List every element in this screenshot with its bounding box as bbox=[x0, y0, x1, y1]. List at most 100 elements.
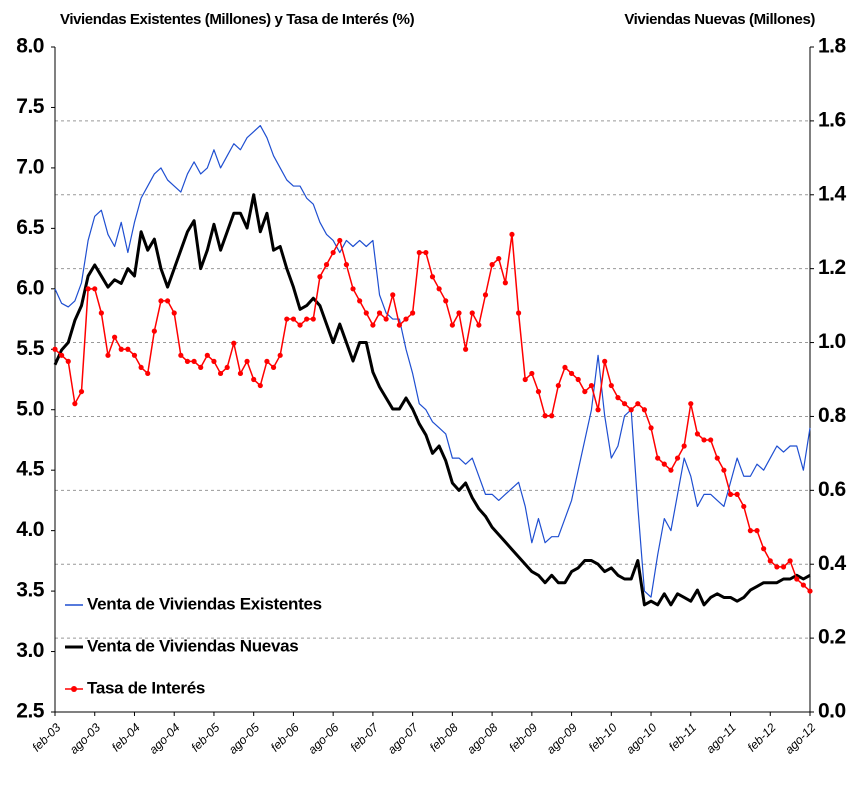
data-point bbox=[237, 370, 244, 377]
y2-tick-label: 0.6 bbox=[818, 478, 846, 501]
data-point bbox=[774, 564, 780, 570]
data-point bbox=[357, 298, 363, 304]
data-point bbox=[761, 546, 767, 552]
data-point bbox=[416, 249, 422, 256]
data-point bbox=[323, 262, 330, 268]
y-tick-label: 5.0 bbox=[16, 397, 44, 420]
data-point bbox=[204, 352, 210, 358]
y-tick-label: 3.0 bbox=[16, 639, 44, 662]
data-point bbox=[396, 322, 402, 328]
data-point bbox=[482, 292, 489, 298]
data-point bbox=[198, 364, 204, 371]
series-line bbox=[53, 193, 811, 607]
y2-tick-label: 1.2 bbox=[818, 256, 846, 279]
data-point bbox=[370, 322, 376, 328]
data-point bbox=[681, 443, 687, 449]
data-point bbox=[251, 376, 257, 383]
data-point bbox=[767, 558, 773, 564]
data-point bbox=[410, 310, 416, 316]
data-point bbox=[608, 382, 614, 389]
left-axis-title: Viviendas Existentes (Millones) y Tasa d… bbox=[60, 11, 415, 28]
y-tick-label: 6.5 bbox=[16, 216, 45, 239]
data-point bbox=[52, 346, 58, 352]
data-point bbox=[429, 274, 436, 280]
data-point bbox=[449, 322, 455, 328]
data-point bbox=[343, 262, 350, 268]
y2-tick-label: 0.0 bbox=[818, 700, 846, 723]
y2-tick-label: 0.8 bbox=[818, 404, 847, 427]
data-point bbox=[350, 286, 356, 292]
data-point bbox=[297, 322, 303, 328]
data-point bbox=[575, 376, 581, 383]
data-point bbox=[515, 310, 522, 316]
data-point bbox=[807, 588, 813, 594]
data-point bbox=[747, 528, 753, 534]
data-point bbox=[118, 346, 124, 352]
data-point bbox=[164, 298, 171, 304]
data-point bbox=[542, 413, 548, 419]
data-point bbox=[456, 310, 462, 316]
data-point bbox=[496, 255, 502, 262]
data-point bbox=[641, 407, 648, 413]
data-point bbox=[290, 316, 297, 322]
data-point bbox=[317, 274, 323, 280]
data-point bbox=[549, 413, 555, 419]
data-point bbox=[151, 328, 157, 334]
y-tick-label: 4.5 bbox=[16, 458, 45, 481]
series-line bbox=[54, 124, 811, 598]
data-point bbox=[231, 340, 237, 346]
data-point bbox=[217, 370, 224, 377]
data-point bbox=[145, 370, 151, 377]
y-tick-label: 2.5 bbox=[16, 700, 45, 723]
data-point bbox=[436, 286, 442, 292]
data-point bbox=[489, 262, 495, 268]
data-point bbox=[158, 298, 164, 304]
data-point bbox=[65, 358, 71, 364]
data-point bbox=[184, 358, 191, 364]
data-point bbox=[648, 425, 654, 431]
data-point bbox=[330, 249, 336, 256]
data-point bbox=[337, 237, 343, 244]
data-point bbox=[780, 564, 787, 570]
data-point bbox=[112, 334, 118, 340]
data-point bbox=[304, 316, 310, 322]
data-point bbox=[476, 322, 482, 328]
data-point bbox=[588, 382, 595, 389]
data-point bbox=[363, 310, 369, 316]
data-point bbox=[628, 407, 634, 413]
data-point bbox=[376, 310, 383, 316]
data-point bbox=[800, 582, 806, 588]
y2-tick-label: 1.8 bbox=[818, 35, 847, 58]
data-point bbox=[105, 352, 111, 358]
data-point bbox=[522, 376, 528, 383]
data-point bbox=[59, 352, 65, 358]
data-point bbox=[403, 316, 409, 322]
data-point bbox=[131, 352, 138, 358]
data-point bbox=[688, 401, 694, 407]
data-point bbox=[463, 346, 469, 352]
right-axis-title: Viviendas Nuevas (Millones) bbox=[624, 11, 815, 28]
data-point bbox=[244, 358, 250, 364]
data-point bbox=[469, 310, 475, 316]
data-point bbox=[423, 249, 429, 256]
y-tick-label: 3.5 bbox=[16, 579, 45, 602]
y-tick-label: 7.5 bbox=[16, 95, 45, 118]
y-tick-label: 6.0 bbox=[16, 276, 44, 299]
y2-tick-label: 0.2 bbox=[818, 626, 846, 649]
data-point bbox=[582, 388, 588, 395]
y-tick-label: 4.0 bbox=[16, 518, 44, 541]
data-point bbox=[264, 358, 270, 364]
data-point bbox=[502, 280, 508, 286]
data-point bbox=[125, 346, 131, 352]
data-point bbox=[509, 231, 515, 238]
data-point bbox=[655, 455, 661, 461]
y2-tick-label: 1.4 bbox=[818, 182, 847, 205]
data-point bbox=[443, 298, 449, 304]
data-point bbox=[72, 401, 78, 407]
data-point bbox=[714, 455, 720, 461]
data-point bbox=[668, 467, 674, 473]
data-point bbox=[171, 310, 177, 316]
data-point bbox=[674, 455, 681, 461]
data-point bbox=[661, 461, 667, 467]
